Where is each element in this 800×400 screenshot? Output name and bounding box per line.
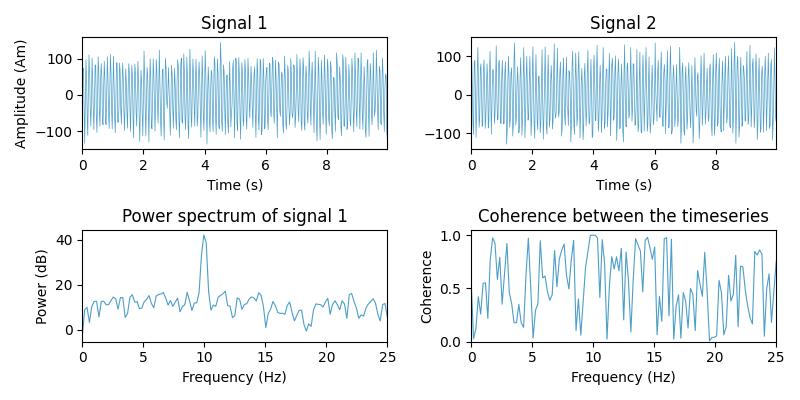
Y-axis label: Amplitude (Am): Amplitude (Am) bbox=[15, 38, 29, 148]
Title: Signal 2: Signal 2 bbox=[590, 15, 657, 33]
Title: Coherence between the timeseries: Coherence between the timeseries bbox=[478, 208, 770, 226]
Title: Power spectrum of signal 1: Power spectrum of signal 1 bbox=[122, 208, 348, 226]
Title: Signal 1: Signal 1 bbox=[202, 15, 268, 33]
X-axis label: Time (s): Time (s) bbox=[595, 178, 652, 192]
X-axis label: Time (s): Time (s) bbox=[206, 178, 263, 192]
X-axis label: Frequency (Hz): Frequency (Hz) bbox=[571, 371, 676, 385]
Y-axis label: Coherence: Coherence bbox=[420, 248, 434, 323]
X-axis label: Frequency (Hz): Frequency (Hz) bbox=[182, 371, 287, 385]
Y-axis label: Power (dB): Power (dB) bbox=[35, 248, 50, 324]
